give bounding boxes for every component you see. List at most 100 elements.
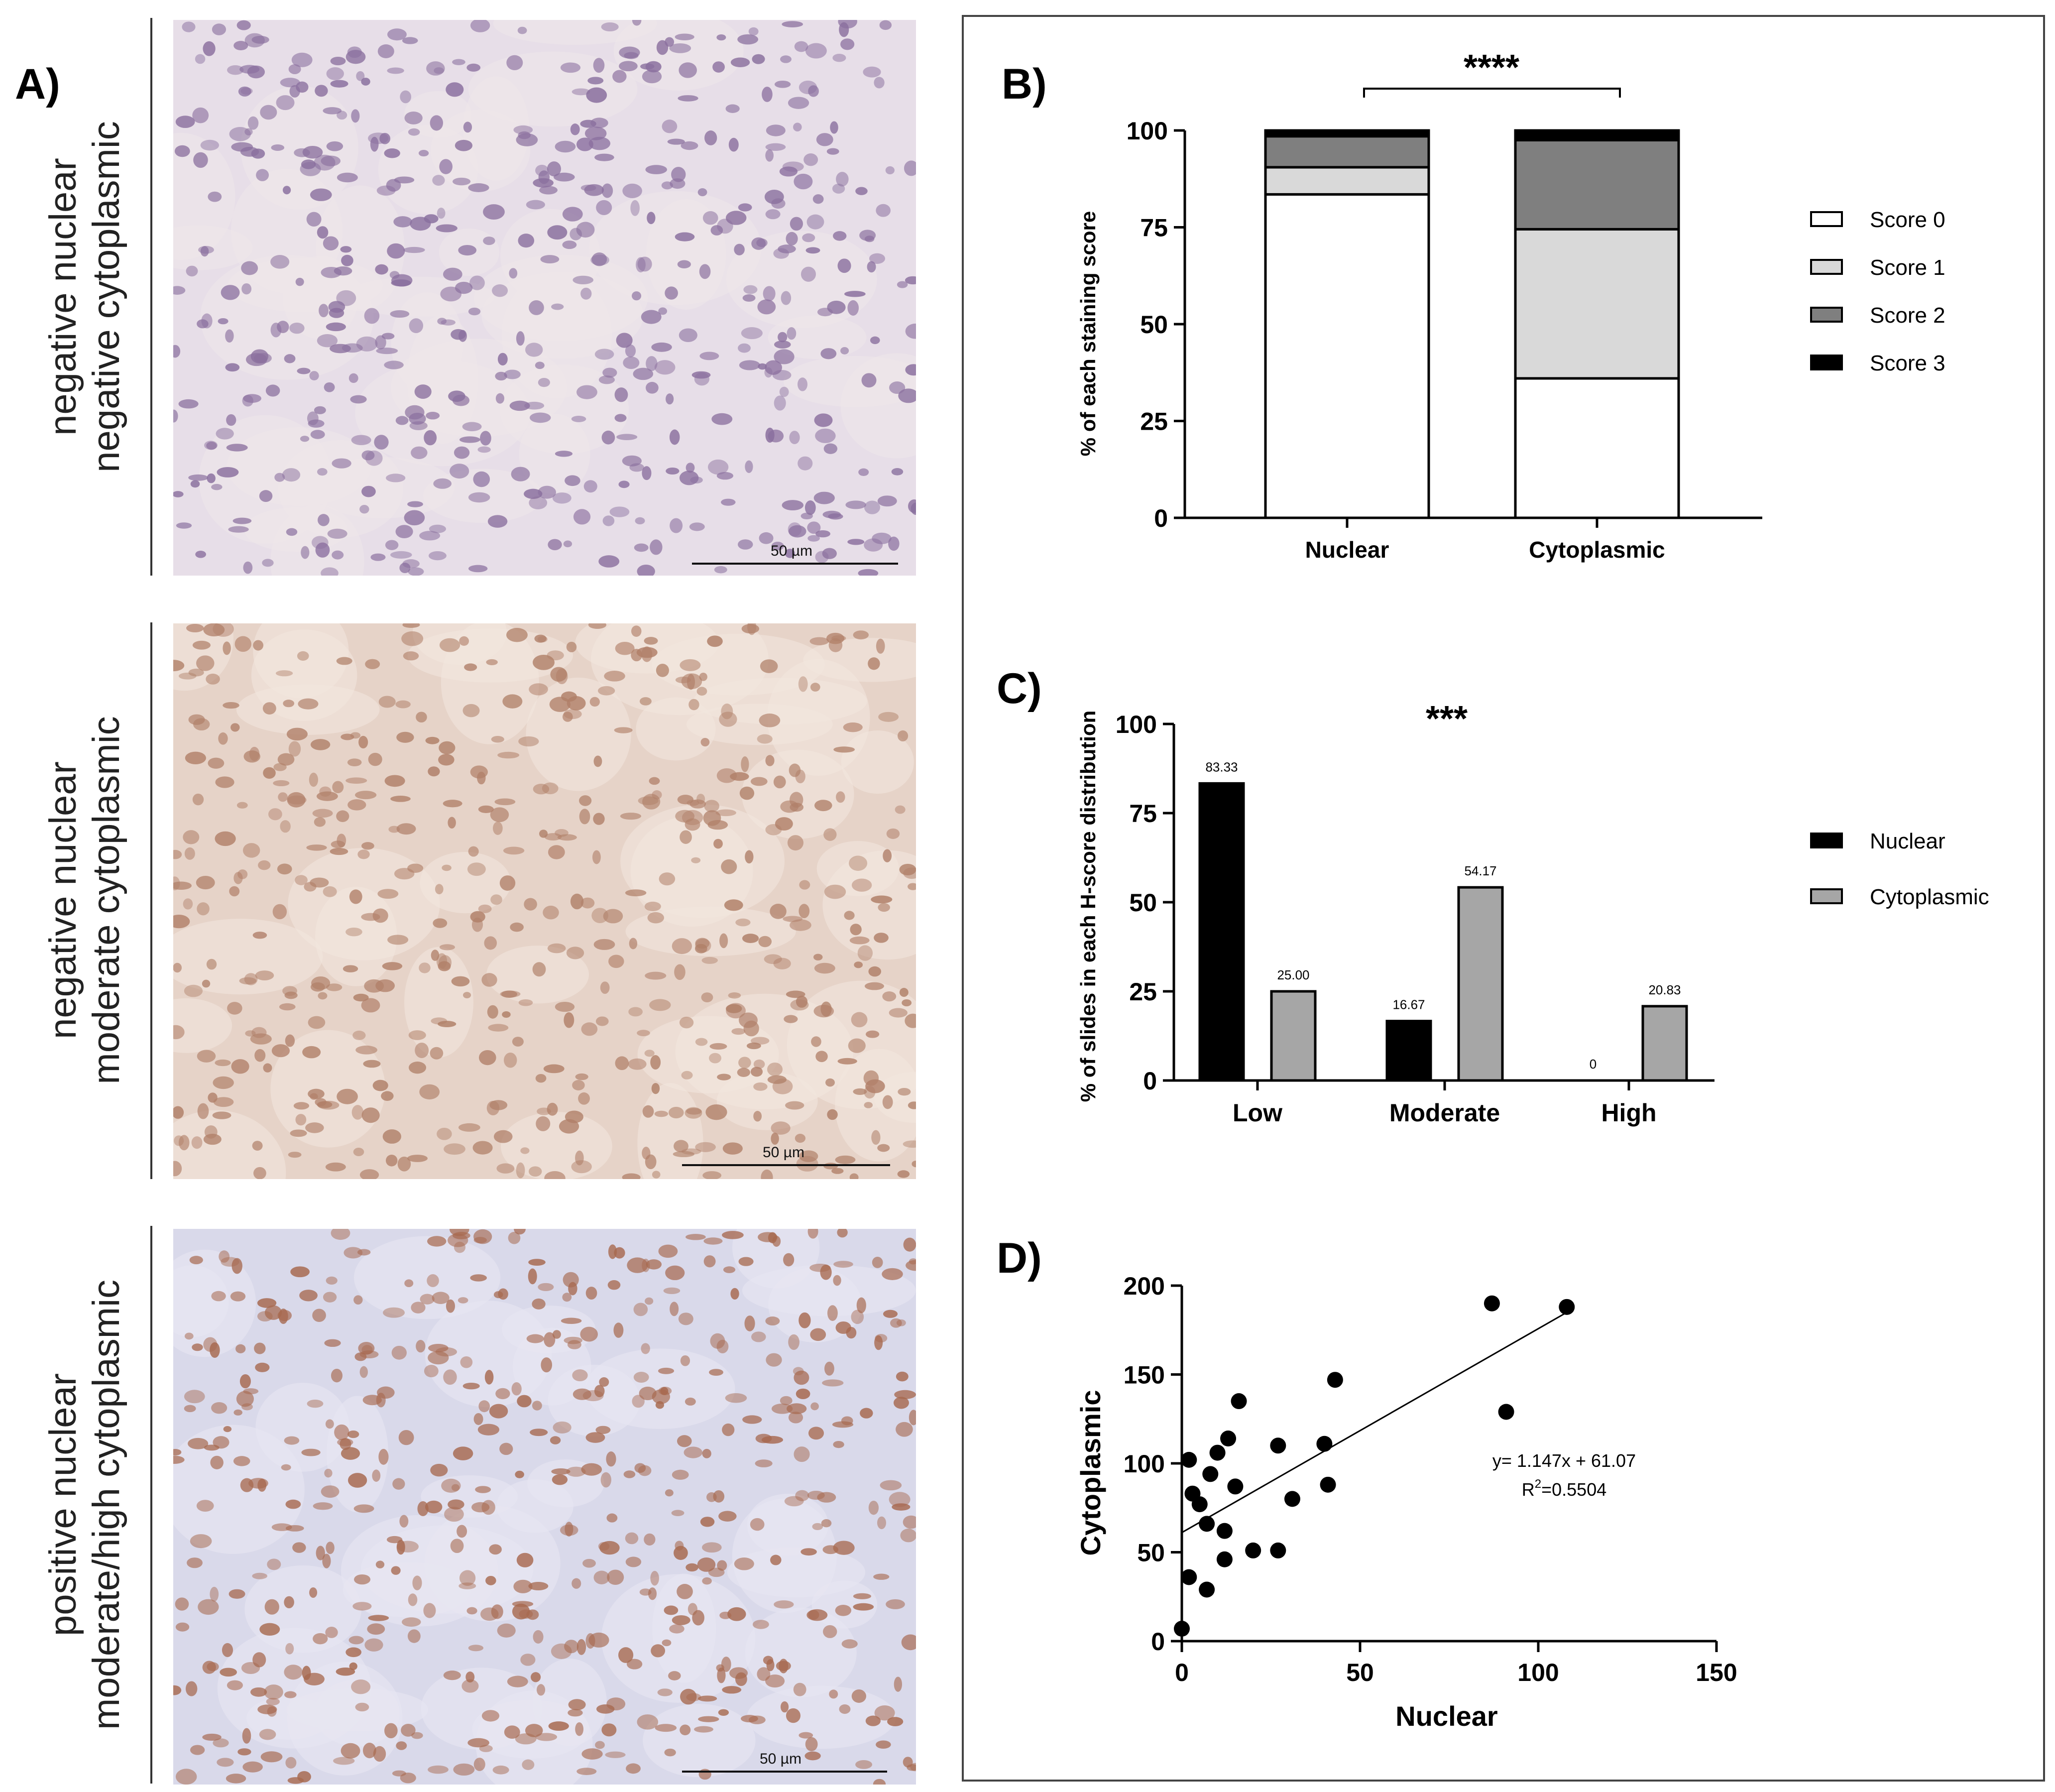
cell-nucleus	[761, 1169, 773, 1179]
cell-nucleus	[847, 300, 859, 316]
cell-nucleus	[420, 1294, 435, 1305]
cell-nucleus	[593, 939, 615, 950]
cell-nucleus	[856, 1297, 866, 1314]
cell-nucleus	[645, 1297, 654, 1305]
cell-nucleus	[822, 548, 837, 559]
cell-nucleus	[498, 1288, 508, 1300]
cell-nucleus	[325, 1627, 338, 1638]
chart-d-x-axis-label: Nuclear	[1395, 1700, 1497, 1732]
chart-b-bar-segment	[1264, 166, 1430, 196]
cell-nucleus	[601, 22, 619, 31]
cell-nucleus	[361, 78, 370, 86]
chart-d-point	[1327, 1372, 1343, 1388]
cell-nucleus	[551, 303, 564, 310]
cell-nucleus	[192, 1343, 203, 1351]
cell-nucleus	[277, 753, 295, 766]
cell-nucleus	[784, 1496, 804, 1507]
cell-nucleus	[443, 267, 462, 281]
cell-nucleus	[680, 1724, 691, 1736]
cell-nucleus	[216, 428, 234, 440]
cell-nucleus	[302, 1046, 321, 1059]
cell-nucleus	[607, 1280, 621, 1290]
cell-nucleus	[467, 862, 486, 876]
chart-b-bar-segment	[1264, 193, 1430, 519]
cell-nucleus	[263, 1063, 272, 1073]
cell-nucleus	[602, 515, 615, 526]
cell-nucleus	[186, 623, 204, 632]
cell-nucleus	[618, 1647, 634, 1663]
cell-nucleus	[575, 1722, 584, 1736]
cell-nucleus	[897, 281, 908, 288]
cell-nucleus	[675, 33, 694, 41]
stroma-patch	[404, 947, 473, 1058]
cell-nucleus	[493, 1130, 513, 1143]
cell-nucleus	[260, 105, 277, 120]
chart-b-significance: ****	[1464, 48, 1519, 88]
cell-nucleus	[544, 1171, 566, 1179]
cell-nucleus	[481, 1500, 495, 1515]
cell-nucleus	[665, 1265, 685, 1281]
cell-nucleus	[240, 87, 253, 95]
cell-nucleus	[427, 1236, 447, 1247]
stroma-patch	[841, 730, 914, 794]
cell-nucleus	[318, 992, 328, 1000]
cell-nucleus	[547, 161, 561, 177]
cell-nucleus	[544, 1332, 556, 1347]
cell-nucleus	[788, 1412, 803, 1424]
cell-nucleus	[213, 1097, 234, 1107]
cell-nucleus	[358, 735, 368, 749]
cell-nucleus	[788, 97, 809, 109]
cell-nucleus	[252, 932, 267, 939]
cell-nucleus	[526, 200, 545, 210]
cell-nucleus	[387, 67, 404, 74]
cell-nucleus	[713, 838, 723, 849]
stroma-patch	[173, 1425, 305, 1554]
cell-nucleus	[669, 429, 680, 445]
cell-nucleus	[722, 1231, 744, 1239]
cell-nucleus	[310, 430, 325, 439]
cell-nucleus	[564, 1336, 582, 1344]
cell-nucleus	[301, 1448, 321, 1456]
cell-nucleus	[799, 1732, 813, 1739]
cell-nucleus	[707, 459, 729, 475]
cell-nucleus	[173, 1455, 185, 1464]
cell-nucleus	[551, 1468, 571, 1475]
cell-nucleus	[737, 34, 759, 45]
cell-nucleus	[628, 1058, 647, 1070]
cell-nucleus	[673, 1151, 695, 1158]
cell-nucleus	[731, 1028, 746, 1035]
cell-nucleus	[489, 1100, 508, 1110]
cell-nucleus	[672, 1469, 689, 1480]
cell-nucleus	[667, 138, 685, 145]
cell-nucleus	[782, 21, 803, 27]
cell-nucleus	[276, 95, 295, 111]
chart-b-bar-segment	[1514, 228, 1680, 380]
cell-nucleus	[787, 1403, 807, 1415]
cell-nucleus	[173, 409, 178, 423]
cell-nucleus	[601, 183, 613, 198]
cell-nucleus	[368, 132, 389, 144]
cell-nucleus	[511, 1382, 522, 1396]
cell-nucleus	[826, 148, 839, 155]
stroma-patch	[643, 1703, 756, 1778]
cell-nucleus	[285, 1034, 295, 1047]
cell-nucleus	[681, 141, 698, 150]
cell-nucleus	[345, 50, 366, 64]
cell-nucleus	[331, 1229, 350, 1240]
cell-nucleus	[517, 26, 527, 34]
cell-nucleus	[229, 886, 240, 897]
cell-nucleus	[537, 1684, 546, 1696]
cell-nucleus	[725, 104, 740, 113]
cell-nucleus	[450, 464, 469, 479]
cell-nucleus	[894, 1676, 903, 1692]
chart-c-significance: ***	[1426, 699, 1468, 739]
cell-nucleus	[340, 246, 352, 253]
cell-nucleus	[387, 935, 409, 945]
chart-d-y-tick-label: 150	[1124, 1361, 1165, 1389]
chart-c-bar	[1270, 990, 1317, 1082]
cell-nucleus	[766, 1353, 782, 1367]
cell-nucleus	[764, 189, 784, 204]
cell-nucleus	[469, 275, 485, 290]
cell-nucleus	[637, 1030, 650, 1037]
cell-nucleus	[815, 1051, 828, 1063]
